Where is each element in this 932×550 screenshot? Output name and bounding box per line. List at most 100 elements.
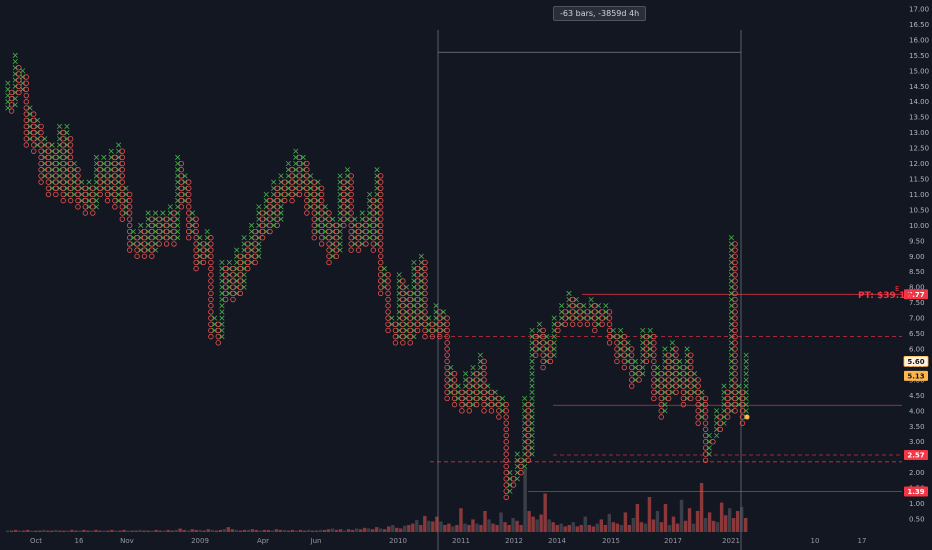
o-mark	[200, 241, 207, 247]
o-mark	[422, 284, 428, 290]
o-mark	[222, 290, 229, 297]
o-mark	[23, 105, 30, 111]
volume-bar	[210, 529, 214, 532]
o-mark	[171, 210, 177, 216]
o-mark	[252, 247, 258, 253]
x-mark	[93, 198, 100, 204]
o-mark	[193, 247, 199, 253]
o-mark	[126, 204, 133, 210]
o-mark	[377, 216, 384, 222]
o-mark	[732, 401, 738, 408]
o-mark	[444, 321, 450, 327]
o-mark	[8, 108, 15, 114]
o-mark	[245, 253, 251, 259]
x-mark	[507, 470, 513, 476]
o-mark	[629, 352, 635, 358]
o-mark	[444, 346, 450, 352]
x-mark	[271, 179, 277, 185]
o-mark	[717, 414, 724, 420]
o-mark	[592, 321, 598, 327]
o-mark	[75, 179, 81, 185]
o-mark	[525, 432, 532, 439]
o-mark	[377, 290, 384, 297]
o-mark	[326, 247, 332, 253]
o-column	[555, 321, 561, 334]
o-mark	[651, 371, 657, 377]
volume-bar	[663, 504, 668, 532]
o-mark	[680, 364, 687, 371]
x-mark	[743, 358, 749, 364]
x-mark	[123, 185, 129, 191]
o-mark	[163, 241, 170, 247]
x-mark	[152, 210, 159, 216]
o-column	[355, 222, 362, 253]
o-mark	[702, 451, 709, 457]
o-mark	[569, 315, 576, 321]
o-mark	[695, 414, 701, 420]
o-mark	[658, 389, 664, 395]
o-mark	[60, 142, 66, 148]
o-mark	[606, 309, 613, 315]
o-mark	[651, 389, 657, 395]
o-mark	[400, 315, 406, 321]
o-mark	[282, 197, 288, 204]
volume-bar	[18, 530, 22, 532]
o-mark	[119, 210, 125, 216]
x-mark	[566, 290, 572, 296]
o-mark	[23, 123, 30, 130]
volume-bar	[46, 530, 50, 532]
x-mark	[27, 105, 33, 111]
o-mark	[90, 197, 96, 204]
volume-bar	[579, 525, 583, 532]
o-mark	[422, 278, 428, 284]
o-mark	[414, 278, 421, 284]
o-mark	[732, 327, 738, 334]
o-mark	[688, 383, 694, 389]
measure-tooltip: -63 bars, -3859d 4h	[553, 6, 647, 21]
o-mark	[82, 197, 89, 204]
o-mark	[724, 408, 731, 414]
o-mark	[119, 173, 125, 179]
volume-bar	[547, 519, 551, 532]
o-mark	[400, 309, 406, 315]
x-mark	[175, 154, 181, 160]
o-mark	[422, 333, 428, 340]
x-mark	[211, 315, 218, 321]
x-mark	[581, 303, 587, 309]
o-mark	[525, 457, 532, 463]
x-mark	[551, 346, 557, 352]
x-mark	[485, 383, 491, 389]
volume-bar	[198, 529, 202, 532]
x-tick-label: 2010	[389, 537, 407, 545]
o-mark	[318, 216, 325, 222]
o-column	[643, 333, 650, 365]
o-mark	[23, 80, 30, 86]
o-mark	[695, 408, 701, 414]
o-mark	[400, 303, 406, 309]
x-column	[322, 204, 328, 241]
volume-bar	[631, 518, 636, 532]
volume-bars	[6, 469, 748, 532]
o-column	[422, 259, 428, 340]
y-tick-label: 17.00	[909, 6, 929, 14]
o-column	[53, 148, 59, 198]
o-mark	[53, 185, 59, 191]
o-mark	[732, 284, 738, 290]
o-mark	[503, 445, 509, 451]
y-tick-label: 14.50	[909, 83, 929, 91]
o-mark	[599, 309, 605, 315]
o-mark	[296, 154, 303, 161]
o-mark	[459, 408, 465, 414]
o-column	[599, 309, 605, 327]
o-mark	[377, 241, 384, 247]
o-mark	[414, 296, 421, 303]
volume-bar	[655, 511, 660, 532]
o-mark	[555, 327, 561, 334]
o-mark	[326, 241, 332, 247]
o-mark	[621, 333, 628, 340]
o-mark	[377, 272, 384, 278]
o-mark	[414, 327, 421, 334]
x-column	[226, 259, 232, 296]
x-mark	[352, 216, 358, 222]
